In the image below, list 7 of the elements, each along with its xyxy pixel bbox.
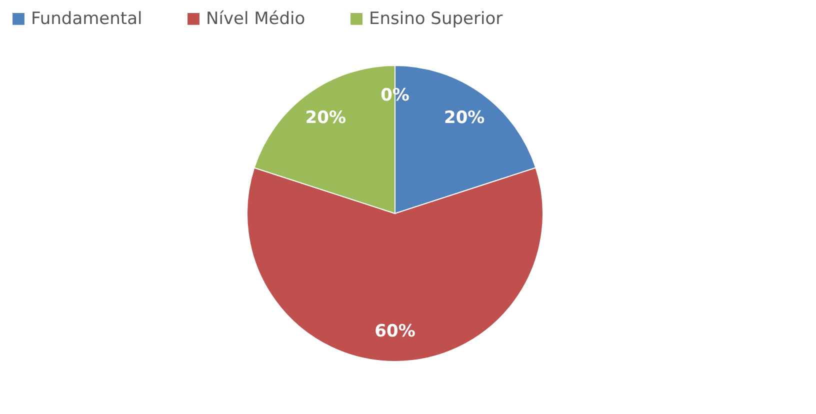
data-label: 20% xyxy=(444,108,485,128)
legend-label: Ensino Superior xyxy=(369,8,503,29)
legend-label: Nível Médio xyxy=(206,8,306,29)
data-label: 20% xyxy=(305,108,346,128)
text: 0% xyxy=(380,86,410,106)
legend-label: Fundamental xyxy=(31,8,142,29)
data-label: 60% xyxy=(374,322,416,342)
